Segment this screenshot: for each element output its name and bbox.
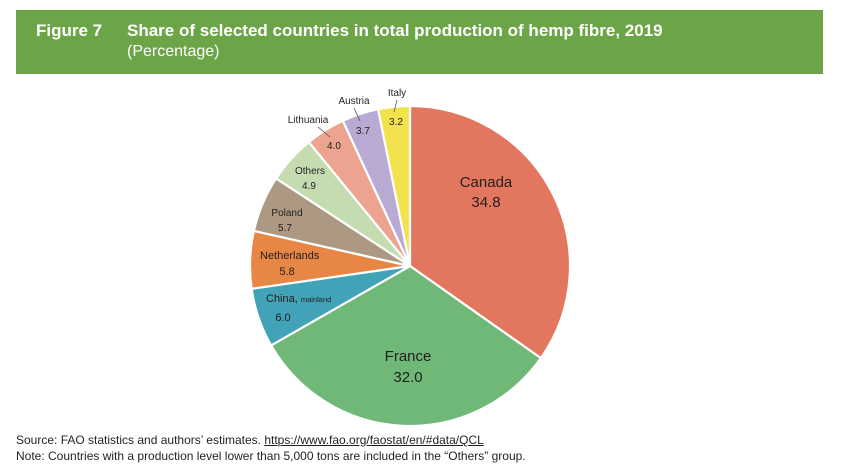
leader-line-lithuania	[317, 126, 331, 138]
slice-value-france: 32.0	[393, 369, 422, 386]
figure-subtitle: (Percentage)	[127, 43, 220, 60]
slice-value-poland: 5.7	[278, 223, 292, 234]
slice-label-austria: Austria	[338, 96, 370, 107]
figure-header: Figure 7 Share of selected countries in …	[16, 10, 823, 74]
slice-value-lithuania: 4.0	[327, 141, 341, 152]
slice-france	[269, 264, 543, 428]
slice-label-others: Others	[295, 166, 325, 177]
source-note-block: Source: FAO statistics and authors’ esti…	[16, 432, 526, 464]
slice-label-lithuania: Lithuania	[288, 115, 329, 126]
slice-canada	[408, 104, 572, 360]
note-line: Note: Countries with a production level …	[16, 449, 526, 463]
slice-label-canada: Canada	[460, 174, 513, 191]
slice-label-netherlands: Netherlands	[260, 250, 320, 262]
leader-line-austria	[353, 107, 361, 122]
slice-value-canada: 34.8	[471, 194, 500, 211]
pie-chart: Canada 34.8 France 32.0 China, mainland 6.0 Ne…	[248, 88, 572, 428]
leader-line-italy	[393, 99, 398, 113]
slice-label-france: France	[385, 348, 432, 365]
slice-label-poland: Poland	[271, 208, 302, 219]
source-line: Source: FAO statistics and authors’ esti…	[16, 432, 526, 448]
slice-label-italy: Italy	[388, 88, 406, 99]
slice-italy	[376, 104, 412, 267]
slice-value-austria: 3.7	[356, 126, 370, 137]
slice-value-netherlands: 5.8	[279, 266, 294, 278]
slice-value-italy: 3.2	[389, 117, 403, 128]
source-text: Source: FAO statistics and authors’ esti…	[16, 433, 261, 447]
slice-value-china-mainland: 6.0	[275, 312, 290, 324]
figure-label: Figure 7	[36, 21, 103, 40]
slice-label-china-mainland: China, mainland	[266, 293, 331, 305]
slice-value-others: 4.9	[302, 181, 316, 192]
figure-title: Share of selected countries in total pro…	[127, 21, 663, 40]
source-link[interactable]: https://www.fao.org/faostat/en/#data/QCL	[264, 433, 484, 447]
